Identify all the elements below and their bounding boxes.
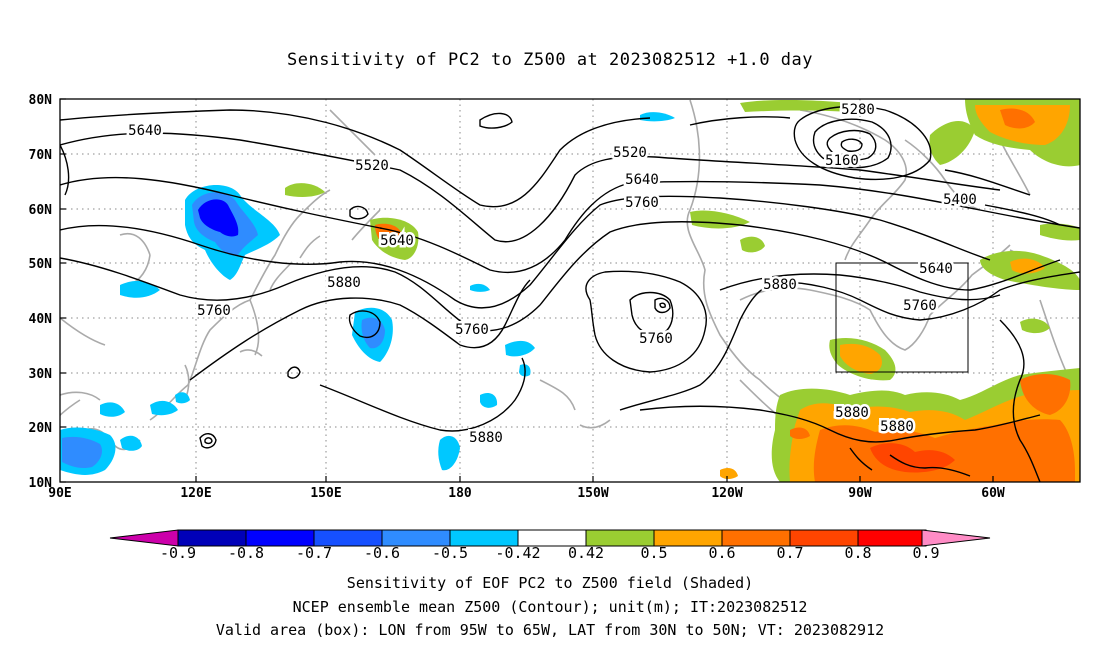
y-tick-label: 10N: [29, 476, 53, 491]
colorbar-label: -0.8: [228, 544, 264, 562]
contour-label: 5520: [613, 145, 647, 161]
contour-label: 5280: [841, 102, 875, 118]
colorbar-label: 0.5: [640, 544, 667, 562]
contour-label: 5760: [639, 331, 673, 347]
contour-label: 5760: [625, 195, 659, 211]
map-title: Sensitivity of PC2 to Z500 at 2023082512…: [286, 50, 813, 70]
axis-ticks: [60, 98, 994, 483]
caption-contour: NCEP ensemble mean Z500 (Contour); unit(…: [292, 598, 808, 616]
colorbar-label: 0.6: [708, 544, 735, 562]
contour-label: 5640: [919, 261, 953, 277]
contour-label: 5760: [455, 322, 489, 338]
x-tick-label: 180: [448, 486, 472, 501]
contour-label: 5760: [903, 298, 937, 314]
contour-label: 5760: [197, 303, 231, 319]
x-tick-label: 120E: [180, 486, 211, 501]
contour-label: 5640: [380, 233, 414, 249]
colorbar-label: -0.5: [432, 544, 468, 562]
contour-label: 5880: [880, 419, 914, 435]
colorbar: -0.9 -0.8 -0.7 -0.6 -0.5 -0.42 0.42 0.5 …: [109, 529, 991, 562]
caption-valid-area: Valid area (box): LON from 95W to 65W, L…: [215, 621, 885, 639]
x-tick-label: 150W: [577, 486, 608, 501]
caption-shading: Sensitivity of EOF PC2 to Z500 field (Sh…: [346, 574, 754, 592]
positive-sensitivity-shading: [285, 99, 1080, 482]
y-tick-label: 30N: [29, 367, 53, 382]
contour-label: 5880: [327, 275, 361, 291]
plot-frame: [59, 98, 1081, 483]
colorbar-right-triangle: [921, 529, 991, 547]
colorbar-label: -0.42: [495, 544, 540, 562]
colorbar-label: 0.42: [568, 544, 604, 562]
z500-contours: [60, 105, 1080, 482]
x-tick-label: 90W: [848, 486, 872, 501]
colorbar-label: 0.9: [912, 544, 939, 562]
negative-sensitivity-shading: [60, 112, 675, 475]
contour-label: 5880: [835, 405, 869, 421]
y-tick-label: 50N: [29, 257, 53, 272]
contour-label: 5520: [355, 158, 389, 174]
contour-label: 5880: [763, 277, 797, 293]
colorbar-label: -0.9: [160, 544, 196, 562]
contour-label-layer: 5640 5520 5520 5640 5760 5880 5760 5880 …: [126, 100, 980, 449]
x-tick-label: 120W: [711, 486, 742, 501]
colorbar-label: -0.6: [364, 544, 400, 562]
contour-label: 5400: [943, 192, 977, 208]
x-axis-labels: 90E 120E 150E 180 150W 120W 90W 60W: [48, 486, 1005, 501]
x-tick-label: 90E: [48, 486, 71, 501]
colorbar-label: 0.7: [776, 544, 803, 562]
y-tick-label: 70N: [29, 148, 53, 163]
y-tick-label: 80N: [29, 93, 53, 108]
contour-label: 5160: [825, 153, 859, 169]
y-tick-label: 40N: [29, 312, 53, 327]
x-tick-label: 150E: [310, 486, 341, 501]
colorbar-label: -0.7: [296, 544, 332, 562]
y-axis-labels: 80N 70N 60N 50N 40N 30N 20N 10N: [29, 93, 53, 491]
valid-area-box: [835, 262, 969, 373]
colorbar-labels: -0.9 -0.8 -0.7 -0.6 -0.5 -0.42 0.42 0.5 …: [160, 544, 940, 562]
x-tick-label: 60W: [981, 486, 1005, 501]
contour-label: 5640: [625, 172, 659, 188]
contour-label: 5640: [128, 123, 162, 139]
contour-label: 5880: [469, 430, 503, 446]
y-tick-label: 20N: [29, 421, 53, 436]
colorbar-label: 0.8: [844, 544, 871, 562]
y-tick-label: 60N: [29, 203, 53, 218]
colorbar-cells: [177, 529, 927, 547]
